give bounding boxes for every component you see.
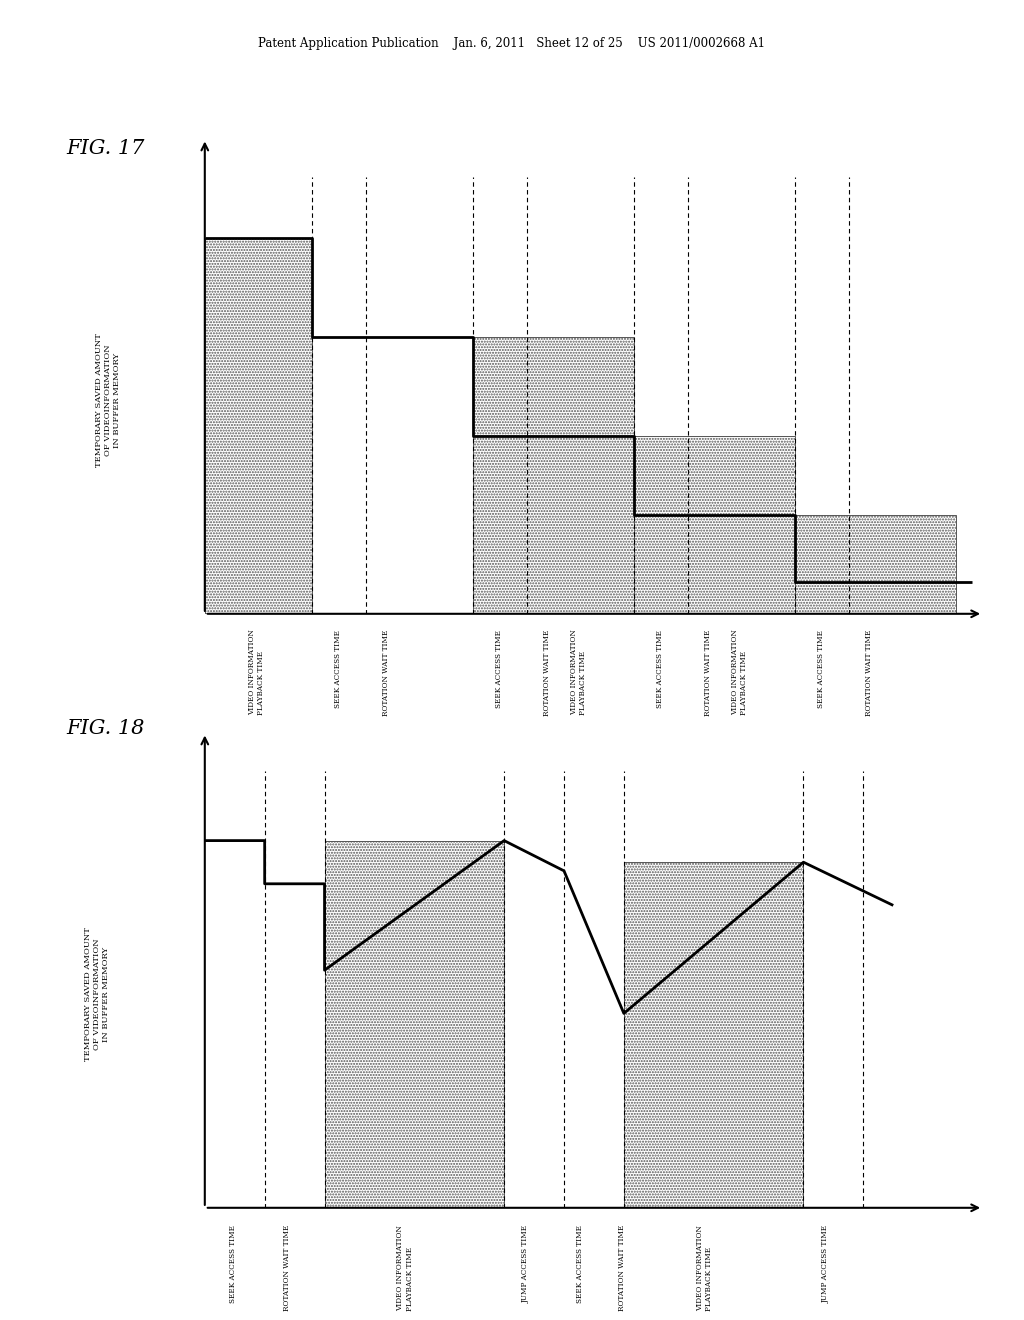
Text: VIDEO INFORMATION
PLAYBACK TIME: VIDEO INFORMATION PLAYBACK TIME — [248, 630, 265, 715]
Text: VIDEO INFORMATION
PLAYBACK TIME: VIDEO INFORMATION PLAYBACK TIME — [396, 1225, 414, 1311]
Text: FIG. 18: FIG. 18 — [67, 719, 145, 738]
Text: TEMPORARY SAVED AMOUNT
OF VIDEOINFORMATION
IN BUFFER MEMORY: TEMPORARY SAVED AMOUNT OF VIDEOINFORMATI… — [95, 333, 122, 467]
Text: SEEK ACCESS TIME: SEEK ACCESS TIME — [334, 630, 342, 708]
Text: ROTATION WAIT TIME: ROTATION WAIT TIME — [382, 630, 390, 715]
Text: JUMP ACCESS TIME: JUMP ACCESS TIME — [821, 1225, 829, 1303]
Bar — [325, 841, 504, 1208]
Text: SEEK ACCESS TIME: SEEK ACCESS TIME — [575, 1225, 584, 1303]
Bar — [205, 238, 312, 614]
Text: FIG. 17: FIG. 17 — [67, 139, 145, 157]
Text: VIDEO INFORMATION
PLAYBACK TIME: VIDEO INFORMATION PLAYBACK TIME — [731, 630, 748, 715]
Text: ROTATION WAIT TIME: ROTATION WAIT TIME — [703, 630, 712, 715]
Text: TEMPORARY SAVED AMOUNT
OF VIDEOINFORMATION
IN BUFFER MEMORY: TEMPORARY SAVED AMOUNT OF VIDEOINFORMATI… — [84, 927, 111, 1061]
Bar — [634, 436, 796, 614]
Bar — [624, 862, 804, 1208]
Text: VIDEO INFORMATION
PLAYBACK TIME: VIDEO INFORMATION PLAYBACK TIME — [569, 630, 587, 715]
Text: ROTATION WAIT TIME: ROTATION WAIT TIME — [617, 1225, 626, 1312]
Bar — [796, 515, 956, 614]
Text: SEEK ACCESS TIME: SEEK ACCESS TIME — [495, 630, 503, 708]
Bar — [473, 337, 634, 614]
Text: VIDEO INFORMATION
PLAYBACK TIME: VIDEO INFORMATION PLAYBACK TIME — [695, 1225, 713, 1311]
Text: Patent Application Publication    Jan. 6, 2011   Sheet 12 of 25    US 2011/00026: Patent Application Publication Jan. 6, 2… — [258, 37, 766, 50]
Text: SEEK ACCESS TIME: SEEK ACCESS TIME — [228, 1225, 237, 1303]
Text: ROTATION WAIT TIME: ROTATION WAIT TIME — [865, 630, 873, 715]
Text: SEEK ACCESS TIME: SEEK ACCESS TIME — [655, 630, 664, 708]
Text: JUMP ACCESS TIME: JUMP ACCESS TIME — [522, 1225, 530, 1303]
Text: SEEK ACCESS TIME: SEEK ACCESS TIME — [817, 630, 824, 708]
Text: ROTATION WAIT TIME: ROTATION WAIT TIME — [283, 1225, 291, 1312]
Text: ROTATION WAIT TIME: ROTATION WAIT TIME — [543, 630, 551, 715]
